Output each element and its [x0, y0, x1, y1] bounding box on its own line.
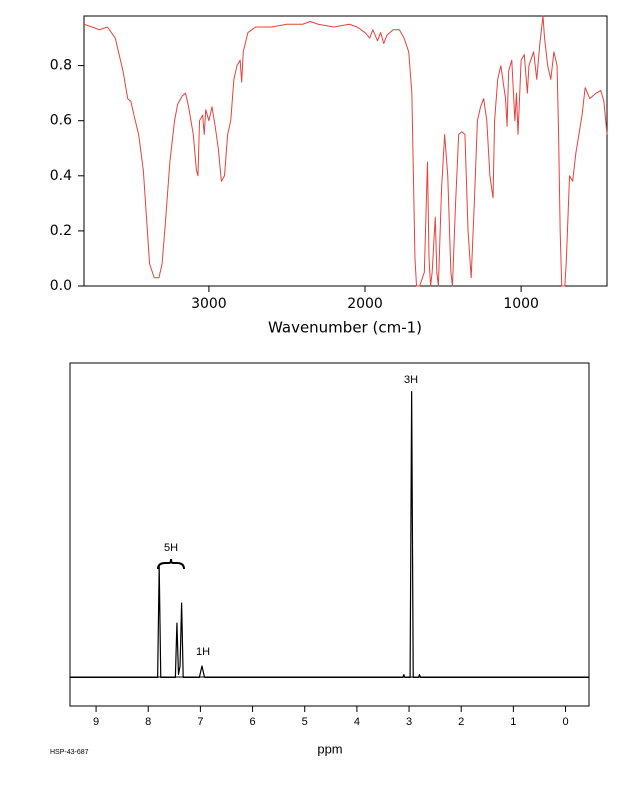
plot-frame — [83, 15, 608, 287]
y-tick-label: 0.0 — [50, 278, 72, 294]
x-tick-label: 2 — [458, 716, 464, 728]
x-tick-label: 4 — [354, 716, 360, 728]
x-tick-label: 1 — [510, 716, 516, 728]
integration-label: 5H — [164, 542, 178, 554]
x-tick-label: 3000 — [191, 296, 227, 312]
x-tick-label: 1000 — [503, 296, 539, 312]
y-tick-label: 0.2 — [50, 223, 72, 239]
x-tick-label: 0 — [562, 716, 568, 728]
integration-brace — [157, 558, 185, 570]
x-tick-label: 5 — [302, 716, 308, 728]
integration-label: 3H — [404, 374, 418, 386]
spectrum-line — [70, 390, 589, 679]
integration-label: 1H — [196, 646, 210, 658]
y-tick-label: 0.8 — [50, 58, 72, 74]
ir-chart: Wavenumber (cm-1) 3000 2000 1000 0.0 0.2 0.4 0… — [50, 15, 608, 337]
x-axis-label: Wavenumber (cm-1) — [268, 319, 422, 337]
x-tick-label: 7 — [197, 716, 203, 728]
plot-frame — [69, 362, 590, 707]
nmr-chart: ppm HSP-43-687 5H 1H 3H 9 8 7 6 5 4 3 2 1 0 — [50, 362, 590, 756]
x-tick-label: 9 — [93, 716, 99, 728]
x-tick-label: 2000 — [347, 296, 383, 312]
y-tick-label: 0.6 — [50, 113, 72, 129]
x-tick-label: 3 — [406, 716, 412, 728]
x-axis-label: ppm — [317, 741, 342, 756]
x-tick-label: 8 — [145, 716, 151, 728]
y-tick-label: 0.4 — [50, 168, 72, 184]
spectrum-line — [83, 15, 608, 287]
footnote: HSP-43-687 — [50, 749, 89, 756]
x-tick-label: 6 — [250, 716, 256, 728]
